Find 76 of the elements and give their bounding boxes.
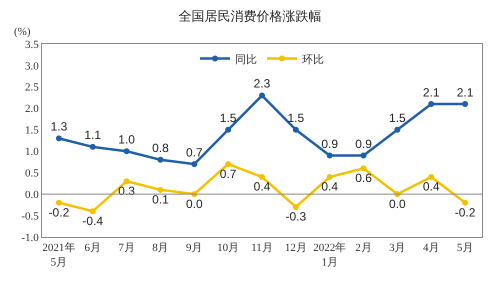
data-label: 1.0 — [118, 132, 136, 146]
legend-label: 环比 — [302, 52, 324, 66]
point — [292, 204, 299, 210]
data-label: 2.3 — [254, 76, 271, 91]
y-tick-label: 2.0 — [25, 103, 40, 116]
x-tick-label: 2月 — [355, 242, 372, 254]
x-tick-label: 4月 — [422, 242, 440, 254]
y-tick-label: -1.0 — [21, 232, 40, 244]
point — [124, 178, 130, 184]
point — [428, 101, 434, 108]
y-tick-label: 0.5 — [25, 168, 40, 180]
point — [462, 200, 468, 206]
x-tick-label: 10月 — [217, 242, 240, 254]
y-tick-label: 1.0 — [25, 146, 40, 158]
point — [90, 144, 96, 150]
point — [157, 186, 164, 193]
y-axis-title: (%) — [14, 26, 31, 38]
y-tick-label: -0.5 — [21, 210, 40, 222]
data-label: 0.0 — [186, 196, 203, 211]
data-label: 0.9 — [355, 136, 372, 151]
x-tick-label: 5月 — [456, 242, 474, 254]
data-label: 0.7 — [220, 166, 237, 181]
x-tick-label: 3月 — [389, 242, 406, 254]
y-tick-label: 3.0 — [25, 60, 40, 72]
point — [326, 174, 333, 180]
data-label: 1.3 — [50, 120, 68, 134]
chart-title: 全国居民消费价格涨跌幅 — [178, 10, 322, 25]
point — [191, 161, 198, 168]
point — [326, 152, 333, 159]
data-label: 0.8 — [152, 141, 170, 156]
point — [360, 152, 367, 159]
data-label: 1.5 — [288, 111, 305, 126]
data-label: 1.5 — [389, 111, 406, 126]
point — [225, 161, 232, 168]
legend-label: 同比 — [235, 52, 257, 66]
data-label: 0.4 — [422, 180, 440, 194]
data-label: 0.6 — [355, 171, 372, 186]
x-tick-label: 9月 — [186, 242, 203, 254]
data-label: 0.1 — [152, 192, 170, 207]
point — [56, 135, 62, 142]
data-label: 0.0 — [389, 196, 406, 211]
point — [90, 208, 96, 214]
data-label: -0.3 — [286, 210, 307, 224]
data-label: 1.5 — [220, 111, 237, 126]
data-label: -0.2 — [48, 205, 70, 220]
x-tick-label: 6月 — [84, 242, 102, 254]
data-label: 2.1 — [422, 85, 440, 100]
x-tick-label: 11月 — [251, 242, 273, 254]
point — [292, 126, 299, 133]
data-label: 0.7 — [186, 145, 203, 160]
y-tick-label: 0.0 — [25, 188, 40, 201]
y-tick-label: 3.5 — [25, 38, 40, 51]
point — [394, 126, 400, 133]
x-tick-label: 7月 — [118, 242, 135, 254]
point — [225, 126, 232, 133]
data-label: 0.4 — [254, 180, 271, 194]
point — [428, 174, 434, 180]
data-label: 1.1 — [84, 128, 102, 142]
point — [259, 174, 265, 180]
point — [360, 165, 367, 172]
data-label: -0.2 — [454, 205, 476, 220]
data-label: 2.1 — [456, 85, 474, 100]
x-tick-label: 8月 — [152, 242, 169, 254]
x-tick-label: 2022年 1月 — [313, 242, 346, 268]
y-tick-label: 1.5 — [25, 124, 40, 137]
point — [259, 92, 265, 98]
point — [124, 148, 130, 154]
data-label: -0.4 — [82, 214, 104, 228]
y-tick-label: 2.5 — [25, 82, 40, 94]
data-label: 0.4 — [321, 180, 338, 194]
data-label: 0.9 — [321, 136, 338, 151]
point — [56, 200, 62, 206]
x-tick-label: 12月 — [284, 242, 307, 254]
point — [157, 156, 164, 163]
point — [462, 101, 468, 108]
x-tick-label: 2021年 5月 — [42, 242, 76, 268]
